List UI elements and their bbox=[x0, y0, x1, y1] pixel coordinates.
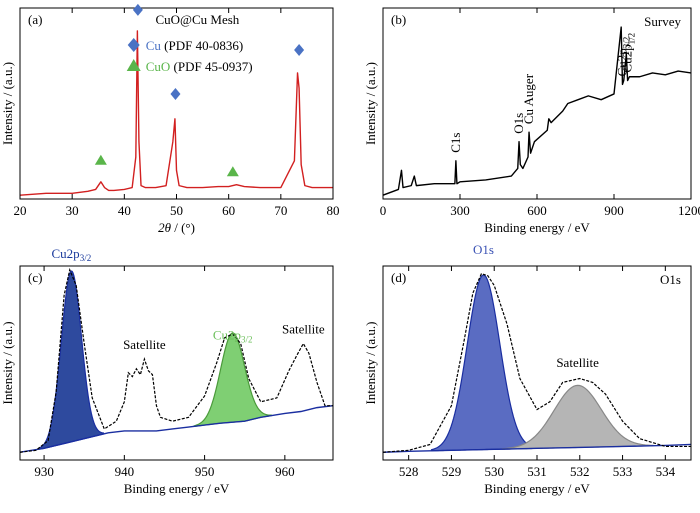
peak-label: Satellite bbox=[556, 355, 599, 370]
x-tick-label: 930 bbox=[34, 464, 54, 479]
baseline-curve bbox=[383, 443, 691, 453]
x-axis-label: Binding energy / eV bbox=[484, 481, 590, 496]
legend-triangle-marker bbox=[126, 59, 141, 71]
cuo-peak-marker bbox=[94, 154, 107, 165]
fit-peak-2 bbox=[501, 384, 654, 450]
cu-peak-marker bbox=[132, 3, 143, 16]
series-line-1 bbox=[20, 30, 333, 196]
panel-label: (b) bbox=[391, 12, 406, 27]
x-tick-label: 534 bbox=[656, 464, 676, 479]
legend-entry: CuO (PDF 45-0937) bbox=[146, 59, 253, 74]
peak-label: Cu2p3/2 bbox=[52, 246, 92, 263]
x-tick-label: 530 bbox=[484, 464, 504, 479]
legend-diamond-marker bbox=[127, 38, 140, 52]
x-tick-label: 30 bbox=[66, 203, 79, 218]
x-tick-label: 529 bbox=[442, 464, 462, 479]
fit-peak-2 bbox=[193, 332, 272, 428]
panel-2: 0 300 600 900 1200 (b) Binding energy / eV Inte… bbox=[363, 7, 700, 235]
cuo-peak-marker bbox=[226, 166, 239, 177]
peak-annotation: C1s bbox=[448, 133, 463, 153]
x-tick-label: 900 bbox=[604, 203, 624, 218]
axes-frame bbox=[382, 265, 692, 461]
x-tick-label: 300 bbox=[450, 203, 470, 218]
y-axis-label: Intensity / (a.u.) bbox=[0, 321, 15, 404]
satellite-label: Satellite bbox=[123, 337, 166, 352]
x-tick-label: 0 bbox=[380, 203, 387, 218]
x-tick-label: 532 bbox=[570, 464, 590, 479]
x-tick-label: 70 bbox=[274, 203, 287, 218]
x-tick-label: 1200 bbox=[678, 203, 700, 218]
panel-1: 20 30 40 50 60 70 80 (a) 2θ / (°) Intensity / (a.… bbox=[0, 3, 340, 235]
x-axis-label: 2θ / (°) bbox=[158, 220, 195, 235]
peak-annotation: O1s bbox=[511, 113, 526, 134]
panel-3: 930 940 950 960 (c) Binding energy / eV Intens… bbox=[0, 246, 334, 496]
x-tick-label: 533 bbox=[613, 464, 633, 479]
panel-label: (a) bbox=[28, 12, 42, 27]
plot-area bbox=[20, 267, 333, 453]
fit-peak-1 bbox=[430, 274, 537, 452]
raw-data-line bbox=[383, 273, 691, 453]
y-axis-label: Intensity / (a.u.) bbox=[0, 62, 15, 145]
x-tick-label: 600 bbox=[527, 203, 547, 218]
y-axis-label: Intensity / (a.u.) bbox=[363, 321, 378, 404]
baseline-curve bbox=[20, 404, 333, 453]
raw-data-line bbox=[20, 267, 333, 453]
panel-title: O1s bbox=[660, 272, 681, 287]
cu-peak-marker bbox=[294, 44, 305, 57]
x-tick-label: 528 bbox=[399, 464, 419, 479]
peak-label: Cu2p3/2 bbox=[213, 328, 253, 345]
x-axis-label: Binding energy / eV bbox=[484, 220, 590, 235]
plot-area bbox=[383, 26, 691, 196]
legend-entry: Cu (PDF 40-0836) bbox=[146, 38, 244, 53]
satellite-label: Satellite bbox=[282, 322, 325, 337]
series-line-1 bbox=[383, 26, 691, 196]
panel-4: 528 529 530 531 532 533 534 (d) Binding energy /… bbox=[363, 242, 692, 496]
y-axis-label: Intensity / (a.u.) bbox=[363, 62, 378, 145]
peak-label: O1s bbox=[473, 242, 494, 257]
x-tick-label: 50 bbox=[170, 203, 183, 218]
fit-peak-1 bbox=[38, 270, 105, 450]
x-tick-label: 40 bbox=[118, 203, 131, 218]
plot-area bbox=[383, 273, 691, 453]
panel-label: (c) bbox=[28, 270, 42, 285]
x-tick-label: 60 bbox=[222, 203, 235, 218]
x-tick-label: 80 bbox=[327, 203, 340, 218]
panel-title: Survey bbox=[644, 14, 681, 29]
axes-frame bbox=[19, 265, 334, 461]
plot-area bbox=[20, 30, 333, 196]
peak-annotation: Cu2p3/2 bbox=[614, 37, 631, 77]
peak-annotation: Cu2p1/2 bbox=[620, 33, 637, 73]
legend-title: CuO@Cu Mesh bbox=[155, 12, 239, 27]
x-tick-label: 940 bbox=[115, 464, 135, 479]
x-tick-label: 531 bbox=[527, 464, 547, 479]
x-axis-label: Binding energy / eV bbox=[124, 481, 230, 496]
cu-peak-marker bbox=[170, 87, 181, 100]
peak-annotation: Cu Auger bbox=[521, 73, 536, 124]
x-tick-label: 950 bbox=[195, 464, 215, 479]
panel-label: (d) bbox=[391, 270, 406, 285]
x-tick-label: 960 bbox=[275, 464, 295, 479]
axes-frame bbox=[382, 7, 692, 200]
x-tick-label: 20 bbox=[14, 203, 27, 218]
